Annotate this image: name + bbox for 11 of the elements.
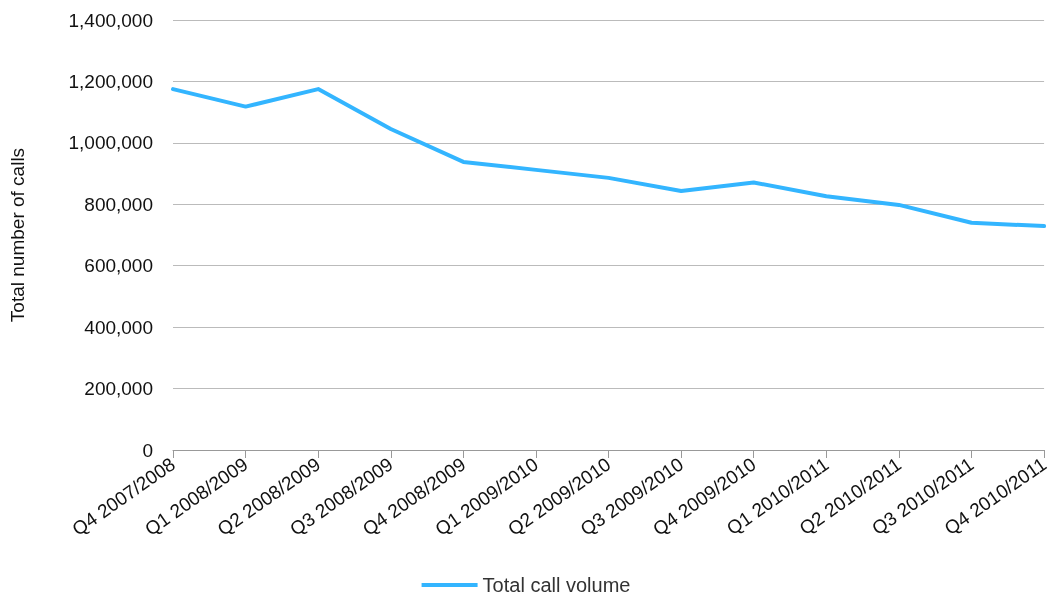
y-tick-label: 400,000 <box>84 316 153 338</box>
line-series <box>171 87 1047 229</box>
y-tick-label: 200,000 <box>84 378 153 400</box>
y-tick-label: 0 <box>142 439 153 461</box>
y-tick-label: 1,400,000 <box>68 9 153 31</box>
y-tick-label: 800,000 <box>84 193 153 215</box>
y-tick-label: 600,000 <box>84 255 153 277</box>
y-tick-label: 1,200,000 <box>68 70 153 92</box>
y-tick-label: 1,000,000 <box>68 132 153 154</box>
legend-label: Total call volume <box>482 574 631 596</box>
y-axis-title: Total number of calls <box>7 147 28 323</box>
